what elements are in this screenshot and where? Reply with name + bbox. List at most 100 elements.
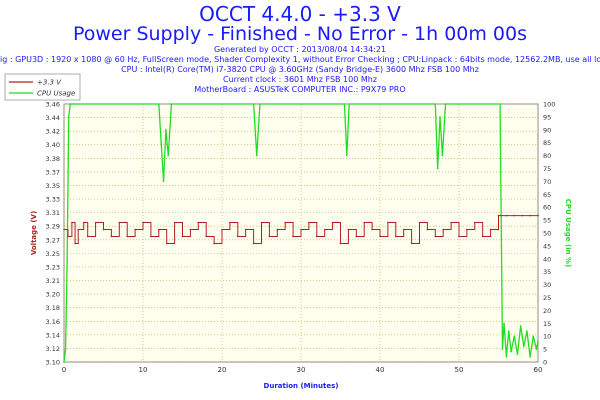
cpu-usage-point <box>346 154 348 157</box>
cpu-usage-point <box>162 180 165 183</box>
y-tick-label: 3.42 <box>46 128 60 136</box>
voltage-point <box>71 221 73 224</box>
cpu-usage-point <box>501 348 504 350</box>
voltage-point <box>331 221 334 224</box>
y2-tick-label: 35 <box>543 268 551 276</box>
legend-box <box>4 73 81 101</box>
y2-tick-label: 20 <box>543 307 551 315</box>
y-tick-label: 3.29 <box>46 223 60 231</box>
y-tick-label: 3.33 <box>46 196 60 204</box>
voltage-point <box>197 221 200 224</box>
voltage-point <box>126 235 128 238</box>
y2-tick-label: 50 <box>543 230 551 238</box>
y-tick-label: 3.46 <box>46 101 60 109</box>
y-tick-label: 3.38 <box>46 155 60 163</box>
y2-tick-label: 40 <box>543 255 551 263</box>
cpu-usage-point <box>436 167 439 170</box>
voltage-point <box>458 235 460 238</box>
voltage-point <box>529 214 531 217</box>
cpu-usage-point <box>64 348 67 350</box>
voltage-line <box>64 215 538 244</box>
y-tick-label: 3.31 <box>46 209 60 217</box>
voltage-point <box>347 228 350 231</box>
y2-tick-label: 65 <box>543 191 551 199</box>
cpu-usage-point <box>255 154 258 157</box>
y2-tick-label: 0 <box>543 359 547 367</box>
voltage-point <box>339 242 342 245</box>
cpu-usage-point <box>507 330 510 332</box>
voltage-point <box>221 228 223 231</box>
voltage-point <box>276 228 279 231</box>
cpu-usage-point <box>67 116 70 118</box>
y-tick-label: 3.16 <box>46 318 60 326</box>
voltage-point <box>496 228 499 231</box>
cpu-usage-point <box>71 103 73 105</box>
y-tick-label: 3.35 <box>46 182 60 190</box>
y2-tick-label: 30 <box>543 281 551 289</box>
cpu-usage-point <box>259 103 261 105</box>
y2-tick-label: 80 <box>543 152 551 160</box>
chart-title: OCCT 4.4.0 - +3.3 V <box>199 2 401 26</box>
cpu-usage-point <box>535 348 538 350</box>
legend-label-voltage: +3.3 V <box>37 79 62 87</box>
voltage-point <box>426 228 429 231</box>
voltage-point <box>308 221 310 224</box>
voltage-point <box>63 228 65 231</box>
legend-label-cpu: CPU Usage <box>37 90 75 98</box>
x-tick-label: 0 <box>62 366 66 374</box>
cpu-usage-point <box>441 154 444 157</box>
y-tick-label: 3.25 <box>46 250 60 258</box>
voltage-point <box>229 221 231 224</box>
voltage-point <box>450 221 452 224</box>
voltage-point <box>150 235 152 238</box>
voltage-point <box>418 221 421 224</box>
cpu-usage-point <box>348 103 350 105</box>
y-tick-label: 3.14 <box>46 331 60 339</box>
cpu-usage-point <box>532 335 535 338</box>
y-tick-label: 3.18 <box>46 304 60 312</box>
y2-tick-label: 90 <box>543 126 551 134</box>
info-line-cpu: CPU : Intel(R) Core(TM) i7-3820 CPU @ 3.… <box>121 65 479 74</box>
info-line-generated: Generated by OCCT : 2013/08/04 14:34:21 <box>213 45 387 54</box>
voltage-point <box>252 242 255 245</box>
y-tick-label: 3.40 <box>46 141 60 149</box>
info-line-clock: Current clock : 3601 Mhz FSB 100 Mhz <box>222 75 378 84</box>
y2-tick-label: 85 <box>543 139 551 147</box>
voltage-point <box>94 221 97 224</box>
y2-tick-label: 5 <box>543 346 547 354</box>
y2-tick-label: 75 <box>543 165 551 173</box>
cpu-usage-point <box>170 103 173 105</box>
cpu-usage-point <box>72 103 75 105</box>
x-tick-label: 10 <box>139 366 148 374</box>
voltage-point <box>379 235 381 238</box>
voltage-point <box>513 214 516 217</box>
voltage-point <box>158 228 160 231</box>
voltage-point <box>537 214 539 217</box>
cpu-usage-point <box>529 356 531 358</box>
voltage-point <box>395 235 397 238</box>
voltage-point <box>213 242 215 245</box>
voltage-point <box>102 228 105 231</box>
cpu-usage-point <box>505 356 508 358</box>
y-tick-label: 3.27 <box>46 236 60 244</box>
voltage-point <box>86 235 89 238</box>
voltage-point <box>244 228 247 231</box>
voltage-point <box>316 235 318 238</box>
voltage-point <box>497 214 500 217</box>
y-tick-label: 3.20 <box>46 291 60 299</box>
voltage-point <box>284 221 287 224</box>
voltage-point <box>387 221 389 224</box>
y-axis-label: Voltage (V) <box>30 211 38 255</box>
cpu-usage-point <box>439 116 441 118</box>
cpu-usage-point <box>63 361 65 363</box>
voltage-point <box>323 228 326 231</box>
cpu-usage-line <box>63 103 539 363</box>
voltage-point <box>205 235 207 238</box>
voltage-point <box>434 235 437 238</box>
voltage-point <box>474 221 476 224</box>
y2-tick-label: 15 <box>543 320 551 328</box>
voltage-point <box>134 228 136 231</box>
cpu-usage-point <box>434 103 437 105</box>
